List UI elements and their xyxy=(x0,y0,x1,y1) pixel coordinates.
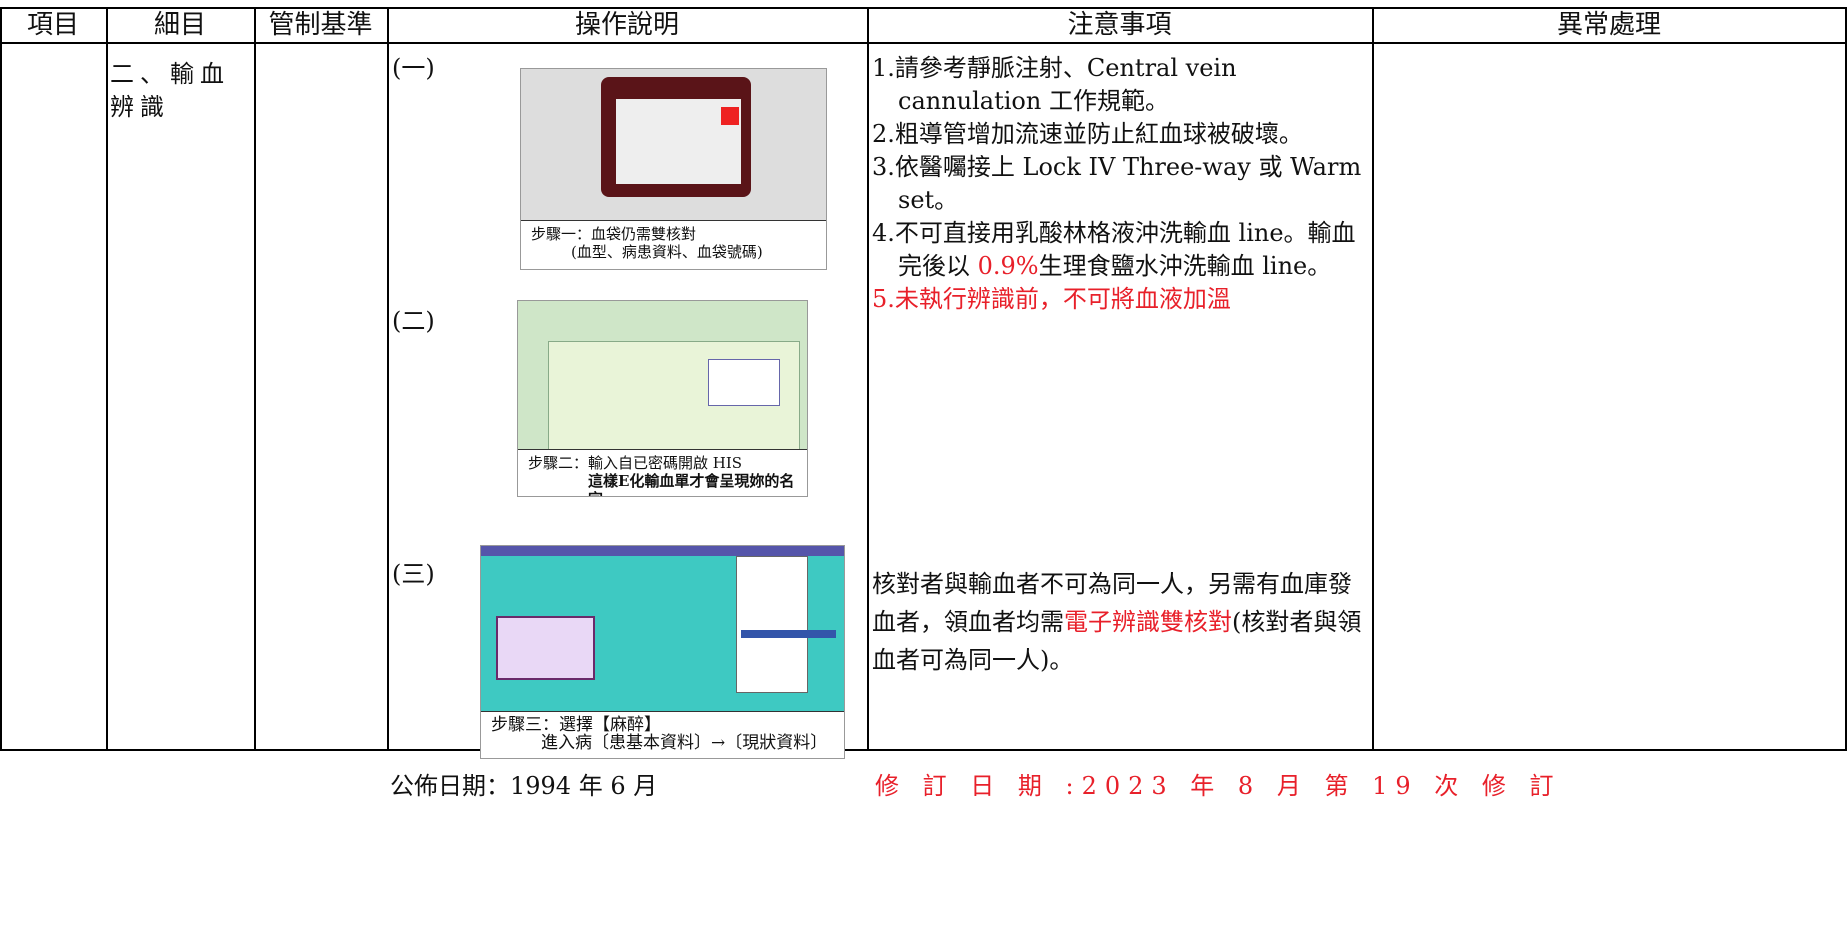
step-label: (二) xyxy=(392,307,435,335)
caption: (血型、病患資料、血袋號碼) xyxy=(571,243,763,261)
caption: 步驟一：血袋仍需雙核對 xyxy=(531,225,697,243)
rule xyxy=(867,8,869,750)
text-segment: 核對者與輸血者不可為同一人，另需有血庫發血者，領血者均需 xyxy=(872,570,1352,636)
text-segment: (核對者與領血者可為同一人)。 xyxy=(872,608,1362,674)
step-label: (三) xyxy=(392,560,435,588)
text-segment: 電子辨識雙核對 xyxy=(1064,608,1232,636)
note: 5.未執行辨識前，不可將血液加溫 xyxy=(872,283,1368,316)
note: 3.依醫囑接上 Lock IV Three-way 或 Warm set。 xyxy=(872,151,1368,217)
rule xyxy=(1372,8,1374,750)
rule xyxy=(254,8,256,750)
text-segment: 生理食鹽水沖洗輸血 line。 xyxy=(1038,252,1332,280)
note: 1.請參考靜脈注射、Central vein cannulation 工作規範。 xyxy=(872,52,1368,118)
note: 4.不可直接用乳酸林格液沖洗輸血 line。輸血完後以 0.9%生理食鹽水沖洗輸… xyxy=(872,217,1368,283)
rule xyxy=(0,8,2,750)
rule xyxy=(0,7,1847,9)
step3-note: 核對者與輸血者不可為同一人，另需有血庫發血者，領血者均需電子辨識雙核對(核對者與… xyxy=(872,565,1368,679)
text-segment: 5.未執行辨識前，不可將血液加溫 xyxy=(872,285,1231,313)
step-label: (一) xyxy=(392,54,435,82)
column-header: 管制基準 xyxy=(268,10,373,40)
subitem: 二、輸血辨識 xyxy=(110,60,230,121)
rule xyxy=(0,42,1847,44)
blood-bag-photo: 步驟一：血袋仍需雙核對 (血型、病患資料、血袋號碼) xyxy=(520,68,827,270)
text-segment: 1.請參考靜脈注射、Central vein cannulation 工作規範。 xyxy=(872,54,1237,115)
text-segment: 2.粗導管增加流速並防止紅血球被破壞。 xyxy=(872,120,1303,148)
anesthesia-screenshot: 步驟三：選擇【麻醉】 進入病〔患基本資料〕→〔現狀資料〕 xyxy=(480,545,845,759)
notes: 1.請參考靜脈注射、Central vein cannulation 工作規範。… xyxy=(872,52,1368,316)
note: 2.粗導管增加流速並防止紅血球被破壞。 xyxy=(872,118,1368,151)
caption: 進入病〔患基本資料〕→〔現狀資料〕 xyxy=(541,733,828,753)
rule xyxy=(1845,8,1847,750)
caption: 步驟二：輸入自已密碼開啟 HIS xyxy=(528,454,743,472)
text-segment: 4.不可直接用乳酸林格液沖洗輸血 line。輸血完後以 xyxy=(872,219,1356,280)
caption: 步驟三：選擇【麻醉】 xyxy=(491,715,661,735)
rule xyxy=(106,8,108,750)
his-screenshot: 步驟二：輸入自已密碼開啟 HIS這樣E化輸血單才會呈現妳的名字 xyxy=(517,300,808,497)
column-header: 細目 xyxy=(153,10,206,40)
caption: 這樣E化輸血單才會呈現妳的名字 xyxy=(588,472,795,496)
revised-date: 修 訂 日 期 :2023 年 8 月 第 19 次 修 訂 xyxy=(875,772,1562,800)
column-header: 項目 xyxy=(26,10,79,40)
published-date: 公佈日期：1994 年 6 月 xyxy=(390,772,658,800)
text-segment: 3.依醫囑接上 Lock IV Three-way 或 Warm set。 xyxy=(872,153,1362,214)
rule xyxy=(387,8,389,750)
column-header: 操作說明 xyxy=(574,10,679,40)
text-segment: 0.9% xyxy=(977,252,1039,280)
rule xyxy=(0,749,1847,751)
column-header: 注意事項 xyxy=(1067,10,1172,40)
column-header: 異常處理 xyxy=(1556,10,1661,40)
